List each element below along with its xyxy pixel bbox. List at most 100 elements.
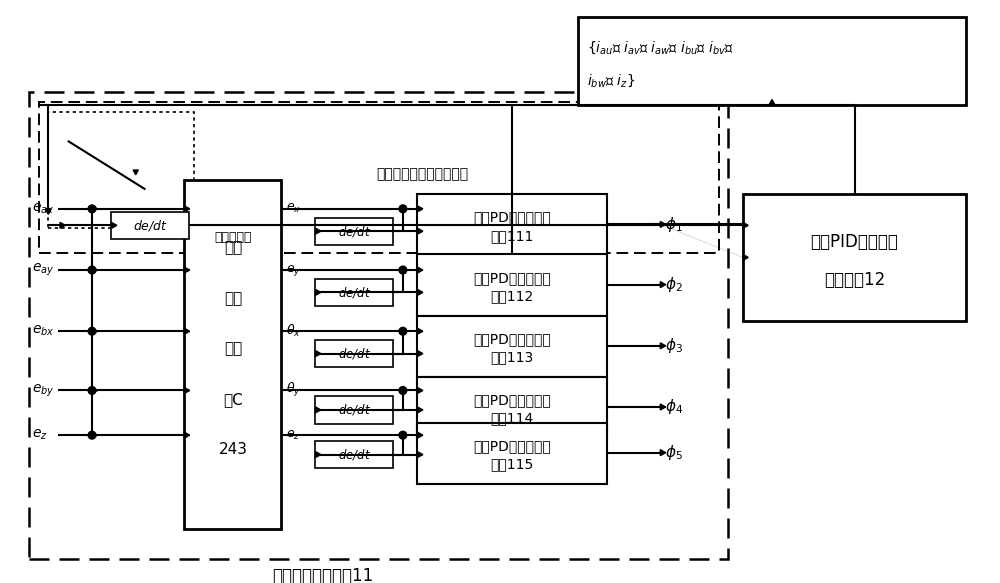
Bar [578, 17, 966, 105]
Text: 模块112: 模块112 [491, 289, 534, 303]
Text: $\phi_4$: $\phi_4$ [665, 398, 683, 416]
Text: $\theta_y$: $\theta_y$ [286, 381, 301, 399]
Polygon shape [660, 449, 666, 455]
Bar [417, 377, 607, 438]
Text: $e_z$: $e_z$ [286, 429, 301, 442]
Polygon shape [92, 388, 97, 394]
Polygon shape [660, 343, 666, 349]
Polygon shape [315, 407, 321, 413]
Polygon shape [184, 388, 190, 394]
Text: $\phi_3$: $\phi_3$ [665, 336, 683, 355]
Text: 坐标: 坐标 [224, 240, 242, 255]
Text: de/d$t$: de/d$t$ [338, 346, 371, 361]
Circle shape [399, 205, 407, 213]
Polygon shape [417, 289, 423, 296]
Bar [315, 441, 393, 468]
Polygon shape [769, 100, 775, 105]
Text: $e_{ax}$: $e_{ax}$ [32, 202, 54, 216]
Text: $e_{bx}$: $e_{bx}$ [32, 324, 54, 339]
Polygon shape [45, 209, 51, 215]
Circle shape [88, 327, 96, 335]
Text: $i_{bw}$、 $i_z\}$: $i_{bw}$、 $i_z\}$ [587, 72, 636, 89]
Text: $\phi_1$: $\phi_1$ [665, 215, 683, 234]
Text: 控制模块12: 控制模块12 [824, 271, 885, 289]
Polygon shape [660, 222, 666, 227]
Polygon shape [315, 350, 321, 357]
Polygon shape [660, 404, 666, 410]
Polygon shape [417, 228, 423, 234]
Text: 第五PD控制器切换: 第五PD控制器切换 [473, 439, 551, 453]
Polygon shape [92, 328, 97, 334]
Polygon shape [417, 328, 423, 334]
Bar [417, 315, 607, 377]
Text: de/d$t$: de/d$t$ [133, 218, 168, 233]
Text: 第三PD控制器切换: 第三PD控制器切换 [473, 332, 551, 346]
Polygon shape [743, 254, 748, 261]
Text: $e_y$: $e_y$ [286, 262, 301, 278]
Bar [315, 340, 393, 367]
Polygon shape [315, 228, 321, 234]
Polygon shape [184, 328, 190, 334]
Circle shape [399, 266, 407, 274]
Polygon shape [92, 267, 97, 273]
Text: 第四PD控制器切换: 第四PD控制器切换 [473, 393, 551, 407]
Circle shape [88, 205, 96, 213]
Bar [48, 112, 194, 229]
Polygon shape [417, 388, 423, 394]
Polygon shape [315, 452, 321, 458]
Bar [29, 92, 728, 559]
Text: 243: 243 [218, 442, 247, 457]
Bar [111, 212, 189, 239]
Circle shape [88, 387, 96, 394]
Text: 模糊PID交叉反馈: 模糊PID交叉反馈 [811, 233, 898, 251]
Text: $\theta_x$: $\theta_x$ [286, 323, 301, 339]
Text: 块C: 块C [223, 392, 243, 407]
Circle shape [399, 387, 407, 394]
Text: de/d$t$: de/d$t$ [338, 285, 371, 300]
Bar [315, 279, 393, 306]
Bar [315, 217, 393, 245]
Polygon shape [743, 222, 748, 229]
Polygon shape [417, 267, 423, 273]
Polygon shape [417, 350, 423, 357]
Polygon shape [417, 452, 423, 458]
Polygon shape [92, 432, 97, 438]
Text: de/d$t$: de/d$t$ [338, 447, 371, 462]
Polygon shape [660, 282, 666, 287]
Polygon shape [133, 170, 138, 175]
Text: 第一PD控制器切换: 第一PD控制器切换 [473, 210, 551, 224]
Text: $\{i_{au}$、 $i_{av}$、 $i_{aw}$、 $i_{bu}$、 $i_{bv}$、: $\{i_{au}$、 $i_{av}$、 $i_{aw}$、 $i_{bu}$… [587, 40, 734, 57]
Bar [315, 396, 393, 423]
Polygon shape [315, 289, 321, 296]
Text: $e_{ay}$: $e_{ay}$ [32, 262, 54, 278]
Text: de/d$t$: de/d$t$ [338, 224, 371, 238]
Text: 应用于汽车自身行驶状态: 应用于汽车自身行驶状态 [376, 167, 468, 181]
Text: 模块114: 模块114 [491, 412, 534, 426]
Text: de/d$t$: de/d$t$ [338, 402, 371, 417]
Polygon shape [184, 206, 190, 212]
Text: $\phi_2$: $\phi_2$ [665, 275, 683, 294]
Text: $e_z$: $e_z$ [32, 428, 48, 442]
Circle shape [88, 431, 96, 439]
Circle shape [88, 266, 96, 274]
Bar [417, 255, 607, 315]
Text: 模块115: 模块115 [491, 457, 534, 471]
Circle shape [399, 431, 407, 439]
Circle shape [399, 327, 407, 335]
Polygon shape [184, 432, 190, 438]
Polygon shape [417, 206, 423, 212]
Text: $\phi_5$: $\phi_5$ [665, 443, 683, 462]
Bar [417, 194, 607, 255]
Text: 模块113: 模块113 [491, 350, 534, 364]
Bar [39, 102, 719, 252]
Text: $e_{by}$: $e_{by}$ [32, 382, 54, 399]
Polygon shape [417, 407, 423, 413]
Polygon shape [60, 222, 65, 229]
Bar [184, 180, 281, 529]
Bar [417, 423, 607, 484]
Text: 第二PD控制器切换: 第二PD控制器切换 [473, 271, 551, 285]
Polygon shape [111, 222, 117, 229]
Text: 控制方式切换模块11: 控制方式切换模块11 [272, 567, 373, 583]
Text: 换模: 换模 [224, 341, 242, 356]
Bar [743, 194, 966, 321]
